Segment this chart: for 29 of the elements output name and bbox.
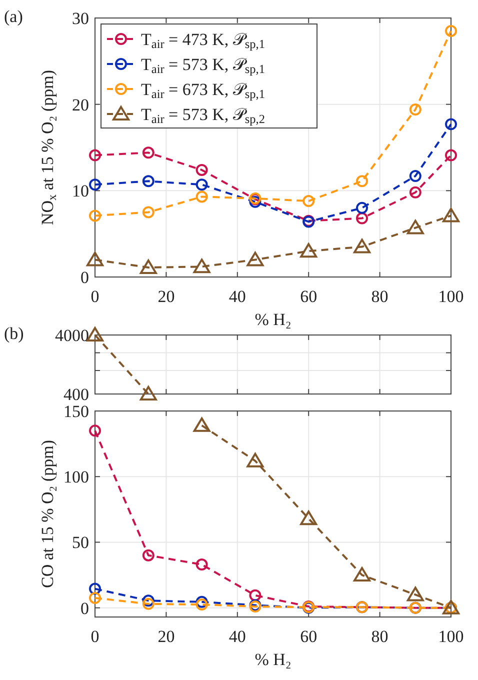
y-tick-label: 0: [80, 268, 89, 287]
legend-label: T$_{air}$ = 573 K, 𝒫$_{sp,1}$: [141, 55, 265, 76]
y-tick-label: 4000: [55, 326, 89, 345]
y-tick-label: 30: [72, 9, 89, 28]
legend-label: T$_{air}$ = 473 K, 𝒫$_{sp,1}$: [141, 30, 265, 51]
x-tick-label: 20: [158, 627, 175, 646]
x-axis-title: % H₂: [254, 310, 292, 329]
x-tick-label: 40: [228, 287, 246, 306]
text: (a): [4, 7, 23, 26]
x-tick-label: 60: [300, 287, 318, 306]
x-tick-label: 80: [371, 627, 388, 646]
x-tick-label: 40: [228, 627, 246, 646]
x-tick-label: 100: [438, 627, 464, 646]
x-tick-label: 100: [438, 287, 464, 306]
x-tick-label: 80: [371, 287, 388, 306]
y-tick-label: 50: [72, 533, 89, 552]
x-axis-title: % H₂: [254, 650, 292, 669]
y-tick-label: 100: [64, 468, 89, 487]
y-tick-label: 20: [72, 95, 89, 114]
y-tick-label: 0: [80, 598, 89, 618]
legend-label: T$_{air}$ = 573 K, 𝒫$_{sp,2}$: [141, 105, 265, 126]
y-tick-label: 150: [64, 402, 89, 421]
x-tick-label: 20: [158, 287, 175, 306]
y-axis-title: CO at 15 % O₂ (ppm): [38, 440, 57, 588]
y-tick-label: 10: [72, 182, 89, 201]
x-tick-label: 60: [300, 627, 318, 646]
text: (b): [4, 324, 24, 343]
y-tick-label: 400: [64, 385, 89, 404]
legend-label: T$_{air}$ = 673 K, 𝒫$_{sp,1}$: [141, 80, 265, 101]
